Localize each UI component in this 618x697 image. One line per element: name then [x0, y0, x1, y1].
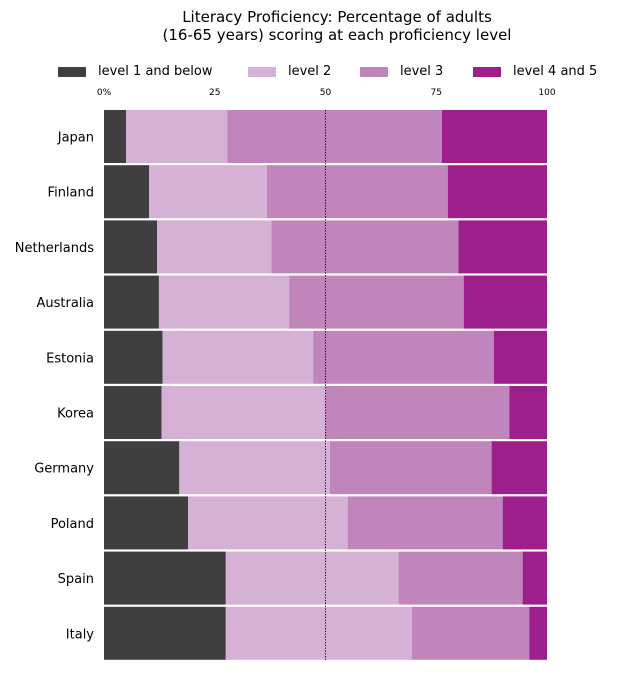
bar-korea-level-2	[161, 386, 326, 439]
bar-spain-level-1-and-below	[104, 551, 226, 605]
bar-row-japan	[104, 110, 547, 163]
bar-japan-level-1-and-below	[104, 110, 127, 163]
bar-australia-level-2	[158, 275, 290, 329]
bar-estonia-level-2	[162, 330, 314, 384]
bar-italy-level-3	[411, 606, 530, 660]
category-label-italy: Italy	[66, 627, 95, 642]
bar-row-finland	[104, 165, 547, 219]
bar-japan-level-2	[126, 110, 228, 163]
legend-label-level-1: level 1 and below	[98, 64, 213, 79]
bar-finland-level-1-and-below	[104, 165, 150, 219]
category-label-estonia: Estonia	[46, 351, 94, 366]
bar-japan-level-3	[227, 110, 443, 163]
bar-italy-level-4-and-5	[529, 606, 547, 660]
bar-korea-level-4-and-5	[509, 386, 547, 439]
bar-row-spain	[104, 551, 547, 605]
bar-row-italy	[104, 606, 547, 660]
bar-spain-level-2	[225, 551, 399, 605]
bar-australia-level-4-and-5	[463, 275, 547, 329]
bar-estonia-level-4-and-5	[493, 330, 547, 384]
bar-japan-level-4-and-5	[442, 110, 547, 163]
bar-finland-level-2	[149, 165, 268, 219]
bar-row-netherlands	[104, 220, 547, 274]
bar-spain-level-3	[398, 551, 523, 605]
category-label-germany: Germany	[34, 462, 94, 477]
bar-germany-level-2	[179, 441, 330, 495]
x-tick-label-100: 100	[538, 88, 555, 98]
bar-row-australia	[104, 275, 547, 329]
bar-estonia-level-3	[313, 330, 494, 384]
bar-germany-level-4-and-5	[491, 441, 547, 495]
bar-row-germany	[104, 441, 547, 495]
bar-italy-level-1-and-below	[104, 606, 226, 660]
category-label-poland: Poland	[51, 517, 94, 532]
bar-australia-level-3	[289, 275, 464, 329]
legend-label-level-2: level 2	[288, 64, 332, 79]
bar-germany-level-1-and-below	[104, 441, 180, 495]
category-label-korea: Korea	[57, 407, 94, 422]
bar-row-estonia	[104, 330, 547, 384]
bar-row-korea	[104, 386, 547, 439]
bar-finland-level-3	[267, 165, 448, 219]
bar-poland-level-3	[347, 496, 503, 550]
category-label-finland: Finland	[48, 186, 94, 201]
bar-korea-level-3	[325, 386, 510, 439]
bar-italy-level-2	[225, 606, 412, 660]
bar-estonia-level-1-and-below	[104, 330, 163, 384]
legend-swatch-level-1	[58, 67, 86, 77]
x-tick-label-50: 50	[320, 88, 332, 98]
legend-swatch-level-3	[360, 67, 388, 77]
chart-title-line-2: (16-65 years) scoring at each proficienc…	[162, 26, 512, 44]
x-tick-label-25: 25	[209, 88, 220, 98]
bar-australia-level-1-and-below	[104, 275, 159, 329]
bar-spain-level-4-and-5	[522, 551, 547, 605]
chart-title: Literacy Proficiency: Percentage of adul…	[0, 8, 618, 44]
bar-netherlands-level-3	[271, 220, 459, 274]
chart-title-line-1: Literacy Proficiency: Percentage of adul…	[182, 8, 492, 26]
x-tick-label-75: 75	[431, 88, 442, 98]
bar-poland-level-2	[188, 496, 348, 550]
legend-label-level-3: level 3	[400, 64, 444, 79]
legend-label-level-4-5: level 4 and 5	[513, 64, 598, 79]
category-label-netherlands: Netherlands	[15, 241, 94, 256]
bar-poland-level-4-and-5	[502, 496, 547, 550]
category-label-australia: Australia	[36, 296, 94, 311]
bar-netherlands-level-4-and-5	[458, 220, 547, 274]
legend-swatch-level-4-5	[473, 67, 501, 77]
category-label-japan: Japan	[57, 131, 94, 146]
bar-netherlands-level-1-and-below	[104, 220, 158, 274]
bar-finland-level-4-and-5	[447, 165, 547, 219]
bar-germany-level-3	[329, 441, 492, 495]
bar-netherlands-level-2	[157, 220, 272, 274]
category-label-spain: Spain	[58, 572, 94, 587]
bar-korea-level-1-and-below	[104, 386, 162, 439]
bar-row-poland	[104, 496, 547, 550]
bar-poland-level-1-and-below	[104, 496, 189, 550]
legend-swatch-level-2	[248, 67, 276, 77]
x-tick-label-0: 0%	[97, 88, 112, 98]
